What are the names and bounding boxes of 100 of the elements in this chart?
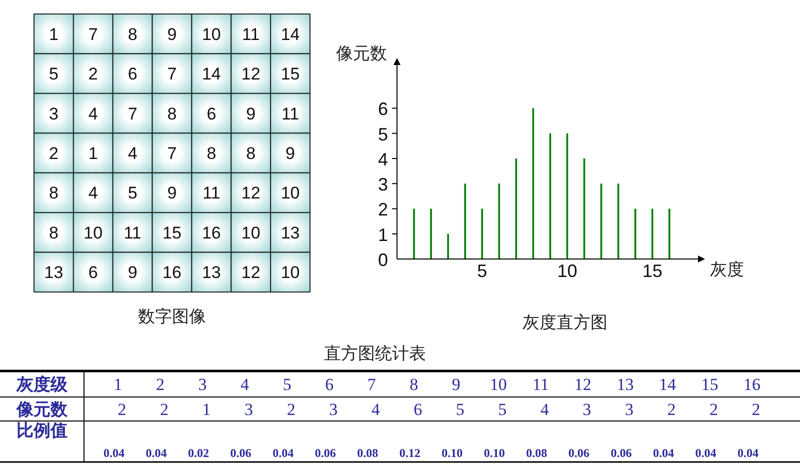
data-label: 3: [624, 400, 634, 419]
data-label: 2: [118, 400, 126, 419]
data-label: 3: [244, 400, 254, 419]
data-label: 4: [88, 104, 98, 124]
data-label: 14: [280, 24, 300, 44]
x-tick-label: 10: [557, 261, 578, 281]
y-tick-label: 6: [378, 99, 388, 120]
data-label: 0.12: [399, 446, 420, 460]
data-label: 6: [414, 400, 422, 419]
data-label: 1: [202, 400, 211, 419]
data-label: 9: [286, 144, 296, 163]
data-label: 0.02: [188, 446, 210, 460]
data-label: 11: [124, 223, 142, 242]
data-label: 0.08: [526, 446, 548, 460]
category-label: 10: [490, 375, 507, 394]
data-label: 5: [128, 184, 138, 203]
y-tick-label: 5: [378, 124, 388, 144]
data-label: 12: [241, 64, 260, 84]
data-label: 9: [167, 184, 177, 203]
category-label: 8: [410, 375, 418, 394]
data-label: 0.04: [146, 446, 167, 460]
category-label: 13: [616, 375, 634, 394]
legend-label: 像元数: [16, 400, 68, 419]
data-label: 7: [167, 64, 177, 84]
category-label: 11: [532, 375, 549, 394]
data-label: 3: [582, 400, 592, 419]
data-label: 10: [241, 223, 260, 242]
category-label: 5: [282, 375, 292, 394]
data-label: 11: [202, 184, 220, 203]
data-label: 0.04: [104, 446, 124, 460]
data-label: 15: [162, 223, 182, 242]
category-label: 6: [325, 375, 334, 394]
category-label: 12: [574, 375, 592, 394]
data-label: 2: [286, 400, 296, 419]
data-label: 2: [667, 400, 676, 419]
text: 数字图像: [138, 307, 206, 326]
data-label: 5: [456, 400, 464, 419]
data-label: 6: [206, 104, 216, 124]
category-label: 15: [701, 375, 718, 394]
data-label: 9: [167, 24, 177, 44]
data-label: 0.06: [568, 446, 590, 460]
data-label: 0.04: [652, 446, 674, 460]
text: 灰度直方图: [522, 313, 608, 332]
data-label: 6: [88, 263, 98, 282]
y-tick-label: 1: [378, 224, 388, 245]
data-label: 0.04: [272, 446, 294, 460]
category-label: 4: [240, 375, 250, 394]
data-label: 5: [48, 64, 58, 84]
data-label: 4: [540, 400, 550, 419]
y-tick-label: 0: [378, 250, 388, 270]
category-label: 16: [744, 375, 760, 394]
category-label: 3: [198, 375, 207, 394]
data-label: 0.06: [610, 446, 632, 460]
data-label: 8: [48, 184, 58, 203]
data-label: 7: [128, 104, 138, 124]
data-label: 6: [128, 64, 138, 84]
data-label: 5: [498, 400, 507, 419]
category-label: 1: [114, 375, 122, 394]
text: 直方图统计表: [324, 344, 426, 363]
data-label: 12: [241, 184, 260, 203]
y-tick-label: 4: [378, 149, 388, 170]
data-label: 8: [246, 144, 256, 163]
x-axis-title: 灰度: [710, 260, 744, 279]
data-label: 10: [202, 24, 221, 44]
data-label: 2: [88, 64, 98, 84]
data-label: 8: [206, 144, 216, 163]
data-label: 3: [48, 104, 58, 124]
data-label: 3: [329, 400, 338, 419]
data-label: 2: [48, 144, 58, 163]
data-label: 0.10: [484, 446, 505, 460]
data-label: 9: [128, 263, 138, 282]
data-label: 15: [280, 64, 300, 84]
category-label: 14: [658, 375, 676, 394]
data-label: 8: [128, 24, 138, 44]
data-label: 10: [280, 184, 300, 203]
data-label: 0.04: [695, 446, 716, 460]
y-axis-title: 像元数: [336, 44, 387, 63]
category-label: 2: [160, 400, 169, 419]
data-label: 8: [167, 104, 177, 124]
data-label: 16: [162, 263, 182, 282]
data-label: 0.04: [738, 446, 758, 460]
data-label: 1: [88, 144, 98, 163]
data-label: 0.08: [357, 446, 378, 460]
x-tick-label: 15: [642, 261, 662, 281]
data-label: 0.06: [314, 446, 336, 460]
data-label: 1: [48, 24, 58, 44]
data-label: 7: [167, 144, 177, 163]
data-label: 11: [242, 24, 260, 44]
data-label: 4: [128, 144, 138, 163]
y-tick-label: 2: [378, 200, 388, 220]
data-label: 10: [84, 223, 103, 242]
data-label: 2: [709, 400, 718, 419]
data-label: 8: [48, 223, 58, 242]
data-label: 9: [246, 104, 256, 124]
x-tick-label: 5: [477, 261, 488, 281]
category-label: 9: [452, 375, 460, 394]
data-label: 12: [241, 263, 260, 282]
legend-label: 比例值: [16, 421, 68, 440]
data-label: 13: [280, 223, 300, 242]
data-label: 0.10: [442, 446, 463, 460]
